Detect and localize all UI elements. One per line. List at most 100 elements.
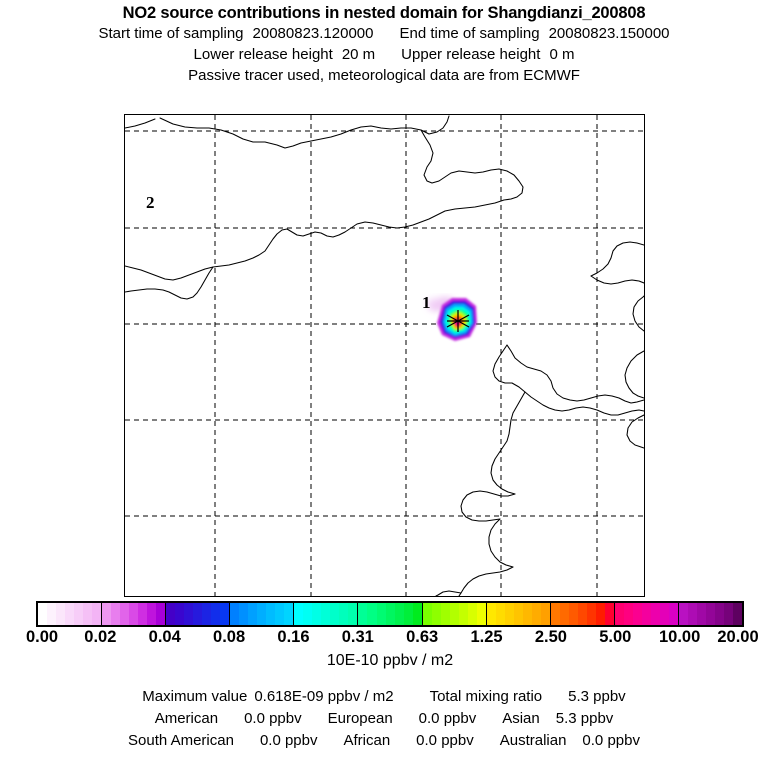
colorbar-swatch-4-3 [321, 603, 331, 625]
colorbar-group-7 [486, 603, 551, 625]
region-value-european: 0.0 ppbv [418, 710, 477, 727]
colorbar-swatch-7-1 [495, 603, 505, 625]
colorbar-swatch-10-4 [715, 603, 725, 625]
start-time-label: Start time of sampling [98, 25, 244, 42]
region-value-asian: 5.3 ppbv [555, 710, 614, 727]
region-name-south-american: South American [128, 732, 234, 749]
colorbar-swatch-4-2 [312, 603, 322, 625]
colorbar-swatch-10-5 [724, 603, 734, 625]
colorbar-swatch-10-3 [705, 603, 715, 625]
colorbar-swatch-3-2 [248, 603, 258, 625]
colorbar-swatch-6-1 [431, 603, 441, 625]
colorbar-swatch-9-4 [650, 603, 660, 625]
colorbar-group-6 [422, 603, 487, 625]
colorbar-group-8 [550, 603, 615, 625]
colorbar-swatch-8-5 [595, 603, 605, 625]
colorbar-swatch-2-6 [220, 603, 230, 625]
colorbar-swatch-2-5 [211, 603, 221, 625]
colorbar-swatch-3-5 [275, 603, 285, 625]
colorbar-group-9 [614, 603, 679, 625]
map-plot-area[interactable]: 2 1 [124, 114, 645, 597]
colorbar-swatch-4-4 [330, 603, 340, 625]
colorbar-group-3 [230, 603, 295, 625]
colorbar-tick-7: 1.25 [470, 628, 503, 646]
colorbar-block: 0.00 0.02 0.04 0.08 0.16 0.31 0.63 1.25 2.50 5.00… [26, 601, 759, 670]
colorbar-swatch-2-4 [202, 603, 212, 625]
total-mixing-ratio-label: Total mixing ratio [429, 688, 543, 705]
colorbar-tick-0: 0.00 [25, 628, 59, 646]
upper-release-height-value: 0 m [549, 46, 575, 63]
outer-domain-label: 2 [146, 193, 155, 212]
colorbar-swatch-5-5 [403, 603, 413, 625]
colorbar-swatch-5-0 [358, 603, 368, 625]
colorbar-group-0 [38, 603, 103, 625]
colorbar-swatch-7-3 [513, 603, 523, 625]
colorbar-swatch-9-2 [632, 603, 642, 625]
plume-blob [421, 293, 491, 355]
colorbar-swatch-1-4 [138, 603, 148, 625]
region-value-african: 0.0 ppbv [416, 732, 474, 749]
release-star-marker [446, 310, 470, 332]
colorbar-swatch-2-2 [184, 603, 194, 625]
colorbar-swatch-5-6 [412, 603, 422, 625]
lower-release-height-value: 20 m [341, 46, 376, 63]
colorbar-tick-5: 0.31 [341, 628, 374, 646]
colorbar-swatch-5-2 [376, 603, 386, 625]
colorbar-swatch-0-1 [47, 603, 57, 625]
plume-contours [424, 296, 477, 341]
colorbar-swatch-5-1 [367, 603, 377, 625]
colorbar-swatch-2-0 [166, 603, 176, 625]
colorbar-swatch-9-1 [623, 603, 633, 625]
colorbar-tick-labels: 0.00 0.02 0.04 0.08 0.16 0.31 0.63 1.25 2.50 5.00… [26, 628, 759, 648]
region-row-1: American 0.0 ppbv European 0.0 ppbv Asian 5.3… [0, 708, 768, 730]
colorbar-swatch-6-2 [440, 603, 450, 625]
map-canvas [125, 115, 644, 596]
colorbar-swatch-1-3 [129, 603, 139, 625]
inner-domain-label: 1 [422, 293, 431, 312]
graticule-gridlines [125, 115, 644, 596]
colorbar-swatch-0-3 [65, 603, 75, 625]
max-value-label: Maximum value [142, 688, 248, 705]
colorbar-swatch-9-0 [614, 603, 624, 625]
region-name-asian: Asian [502, 710, 540, 727]
colorbar-swatch-6-4 [458, 603, 468, 625]
max-value-value: 0.618E-09 ppbv / m2 [254, 688, 394, 705]
footer-stats: Maximum value 0.618E-09 ppbv / m2 Total mi… [0, 686, 768, 752]
colorbar-swatch-0-0 [38, 603, 48, 625]
colorbar-tick-2: 0.04 [148, 628, 181, 646]
colorbar-tick-4: 0.16 [277, 628, 310, 646]
lower-release-height-label: Lower release height [193, 46, 333, 63]
region-name-american: American [154, 710, 219, 727]
colorbar-swatch-5-4 [394, 603, 404, 625]
colorbar-swatch-8-6 [604, 603, 614, 625]
colorbar-swatch-4-5 [339, 603, 349, 625]
colorbar-swatch-2-1 [175, 603, 185, 625]
sampling-time-line: Start time of sampling 20080823.120000 End… [0, 23, 768, 44]
colorbar-swatch-0-4 [74, 603, 84, 625]
colorbar[interactable] [36, 601, 744, 627]
colorbar-group-1 [102, 603, 167, 625]
colorbar-swatch-2-3 [193, 603, 203, 625]
colorbar-swatch-3-6 [284, 603, 294, 625]
colorbar-swatch-8-2 [568, 603, 578, 625]
start-time-value: 20080823.120000 [252, 25, 374, 42]
colorbar-tick-6: 0.63 [406, 628, 439, 646]
colorbar-tick-10: 10.00 [658, 628, 701, 646]
colorbar-swatch-9-5 [659, 603, 669, 625]
colorbar-swatch-1-0 [102, 603, 112, 625]
tracer-note: Passive tracer used, meteorological data… [188, 67, 580, 84]
colorbar-swatch-4-0 [294, 603, 304, 625]
colorbar-swatch-0-2 [56, 603, 66, 625]
colorbar-swatch-0-6 [92, 603, 102, 625]
end-time-label: End time of sampling [399, 25, 540, 42]
colorbar-group-4 [294, 603, 359, 625]
colorbar-swatch-4-1 [303, 603, 313, 625]
total-mixing-ratio-value: 5.3 ppbv [568, 688, 626, 705]
colorbar-swatch-7-6 [540, 603, 550, 625]
region-value-american: 0.0 ppbv [244, 710, 302, 727]
colorbar-swatch-3-1 [239, 603, 249, 625]
region-value-south-american: 0.0 ppbv [259, 732, 318, 749]
header-block: NO2 source contributions in nested domai… [0, 0, 768, 86]
colorbar-swatch-6-5 [467, 603, 477, 625]
colorbar-tick-9: 5.00 [599, 628, 632, 646]
